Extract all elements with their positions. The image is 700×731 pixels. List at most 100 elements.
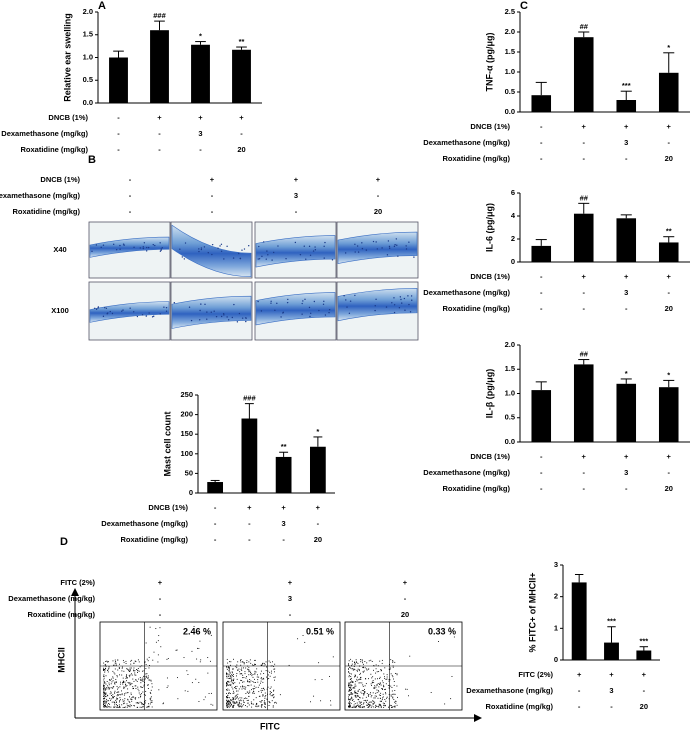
cell-dot (267, 693, 268, 695)
cell-dot (350, 685, 352, 687)
cell-dot (134, 670, 136, 672)
cell (226, 316, 228, 318)
cell (396, 244, 398, 246)
cell-dot (388, 693, 390, 695)
cell-dot (260, 680, 262, 682)
cell (361, 242, 363, 244)
cell-dot (350, 681, 352, 683)
cell-dot (242, 685, 244, 687)
cell-dot (226, 667, 228, 669)
cell-dot (361, 682, 363, 684)
cell-dot (385, 683, 387, 685)
cell-dot (449, 627, 451, 628)
cell (129, 307, 131, 309)
cell-dot (226, 689, 227, 690)
cell-dot (389, 685, 390, 687)
cell-dot (357, 696, 359, 698)
cell (372, 240, 375, 243)
cell-dot (354, 691, 356, 693)
cell-dot (131, 683, 133, 685)
cell-dot (366, 704, 368, 706)
bar (604, 642, 619, 660)
cell (267, 254, 269, 256)
cell (104, 306, 106, 309)
cell-dot (187, 690, 189, 692)
cell-dot (238, 702, 240, 704)
cell-dot (124, 702, 126, 704)
cell-dot (129, 706, 131, 708)
cell-dot (108, 682, 110, 684)
cell-dot (104, 669, 106, 670)
cell-dot (304, 641, 306, 643)
cell-dot (207, 672, 209, 674)
cell-dot (358, 679, 360, 681)
cell-dot (105, 694, 107, 696)
cell-dot (362, 684, 364, 686)
cell-dot (355, 705, 357, 707)
cell (122, 309, 124, 311)
cell-dot (321, 679, 323, 680)
cell-dot (262, 677, 264, 679)
cell-dot (372, 679, 374, 681)
cell-dot (141, 670, 143, 672)
cell-dot (379, 676, 381, 678)
cell-dot (390, 659, 392, 661)
cell-dot (231, 703, 232, 705)
condition-label: Dexamethasone (mg/kg) (423, 138, 510, 147)
cell-dot (388, 668, 390, 670)
cell (354, 243, 356, 245)
cell-dot (133, 705, 135, 707)
cell-dot (116, 692, 118, 693)
cell-dot (354, 685, 356, 687)
cell-dot (126, 680, 127, 682)
cell-dot (357, 698, 359, 700)
cell-dot (354, 695, 356, 697)
cell-dot (357, 691, 359, 692)
cell-dot (122, 680, 124, 682)
cell-dot (227, 688, 229, 690)
cell-dot (245, 667, 247, 669)
cell-dot (379, 703, 381, 705)
cell-dot (383, 676, 385, 678)
cell-dot (104, 693, 106, 695)
cell-dot (243, 667, 244, 669)
cell-dot (349, 687, 351, 688)
cell-dot (274, 668, 276, 670)
cell-dot (234, 687, 236, 688)
cell-dot (372, 700, 374, 702)
cell-dot (140, 682, 142, 684)
cell-dot (110, 698, 112, 700)
cell-dot (249, 659, 251, 661)
cell-dot (269, 671, 271, 673)
cell-dot (114, 690, 116, 692)
cell-dot (375, 664, 377, 666)
cell (184, 242, 187, 244)
cell (223, 314, 225, 316)
cell-dot (138, 692, 140, 694)
cell-dot (356, 669, 358, 671)
cell-dot (108, 667, 110, 669)
cell (233, 303, 235, 306)
cell-dot (233, 690, 235, 692)
cell-dot (124, 706, 126, 708)
cell-dot (128, 670, 130, 672)
cell-dot (348, 686, 350, 688)
cell-dot (143, 704, 145, 706)
cell-dot (226, 673, 227, 675)
cell (159, 250, 162, 252)
cell-dot (349, 702, 351, 703)
cell-dot (258, 705, 260, 707)
cell-dot (183, 657, 185, 659)
cell-dot (368, 695, 370, 697)
cell-dot (126, 703, 128, 705)
cell-dot (123, 688, 125, 690)
cell-dot (143, 685, 145, 687)
condition-value: - (211, 207, 214, 216)
cell-dot (133, 705, 135, 707)
cell-dot (210, 703, 212, 705)
cell-dot (370, 692, 372, 694)
cell-dot (392, 696, 394, 698)
cell (143, 242, 146, 244)
cell-dot (130, 698, 132, 700)
cell-dot (233, 658, 234, 660)
